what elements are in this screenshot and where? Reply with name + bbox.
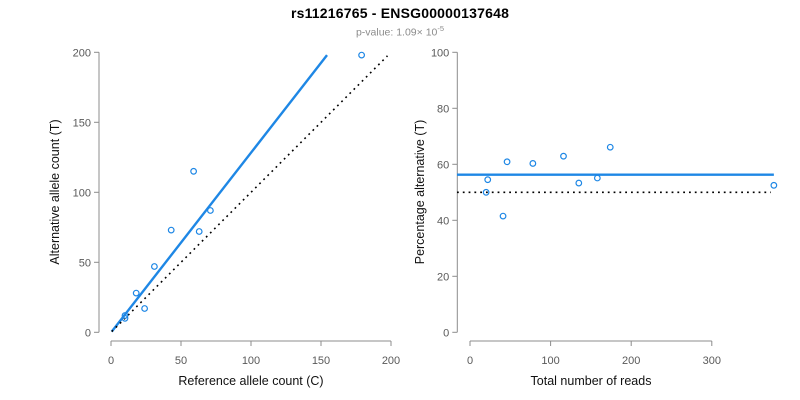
y-tick-label: 40 bbox=[437, 215, 449, 227]
x-tick-label: 100 bbox=[242, 355, 260, 367]
data-point bbox=[190, 167, 198, 175]
figure-title: rs11216765 - ENSG00000137648 bbox=[290, 5, 510, 21]
data-point bbox=[575, 179, 583, 187]
y-tick-label: 0 bbox=[443, 327, 449, 339]
data-point bbox=[503, 158, 511, 166]
data-point bbox=[770, 181, 778, 189]
data-point bbox=[141, 305, 149, 312]
data-point bbox=[150, 263, 158, 270]
x-tick-label: 200 bbox=[622, 355, 640, 367]
pvalue-text: p-value: 1.09× 10 bbox=[355, 26, 438, 39]
y-axis-title: Alternative allele count (T) bbox=[48, 119, 62, 264]
data-point bbox=[499, 212, 507, 220]
y-tick-label: 100 bbox=[73, 187, 91, 199]
percentage-panel: 0 100 200 300 0 20 40 60 80 100 Total number of re… bbox=[413, 47, 778, 388]
y-tick-label: 0 bbox=[85, 327, 91, 339]
x-tick-label: 50 bbox=[175, 355, 187, 367]
data-point bbox=[195, 228, 203, 235]
data-point bbox=[606, 143, 614, 151]
data-point bbox=[484, 176, 492, 184]
data-point bbox=[167, 226, 175, 234]
identity-dotted-line bbox=[111, 55, 389, 333]
data-point bbox=[358, 51, 366, 59]
x-tick-label: 300 bbox=[703, 355, 721, 367]
data-point bbox=[121, 314, 129, 322]
x-tick-label: 0 bbox=[467, 355, 473, 367]
x-axis-title: Reference allele count (C) bbox=[178, 374, 323, 388]
y-tick-label: 150 bbox=[73, 117, 91, 129]
fit-line bbox=[110, 54, 328, 333]
x-tick-label: 150 bbox=[312, 355, 330, 367]
pvalue-exponent: -5 bbox=[437, 24, 445, 33]
y-axis-title: Percentage alternative (T) bbox=[413, 120, 427, 265]
data-point bbox=[560, 152, 567, 160]
figure-subtitle: p-value: 1.09× 10-5 bbox=[0, 24, 800, 39]
data-point bbox=[121, 312, 129, 319]
data-point bbox=[529, 160, 537, 167]
y-tick-label: 100 bbox=[431, 47, 449, 59]
y-tick-label: 20 bbox=[437, 271, 449, 283]
data-point bbox=[132, 289, 140, 297]
x-tick-label: 200 bbox=[382, 355, 400, 367]
x-tick-label: 100 bbox=[541, 355, 559, 367]
data-point bbox=[593, 174, 601, 182]
y-tick-label: 200 bbox=[73, 47, 91, 59]
x-tick-label: 0 bbox=[108, 355, 114, 367]
allele-counts-panel: 0 50 100 150 200 0 50 100 150 200 Reference allele… bbox=[48, 47, 400, 388]
data-point bbox=[482, 188, 490, 196]
y-tick-label: 60 bbox=[437, 159, 449, 171]
x-axis-title: Total number of reads bbox=[531, 374, 652, 388]
y-tick-label: 80 bbox=[437, 103, 449, 115]
y-tick-label: 50 bbox=[79, 257, 91, 269]
data-point bbox=[206, 207, 214, 214]
